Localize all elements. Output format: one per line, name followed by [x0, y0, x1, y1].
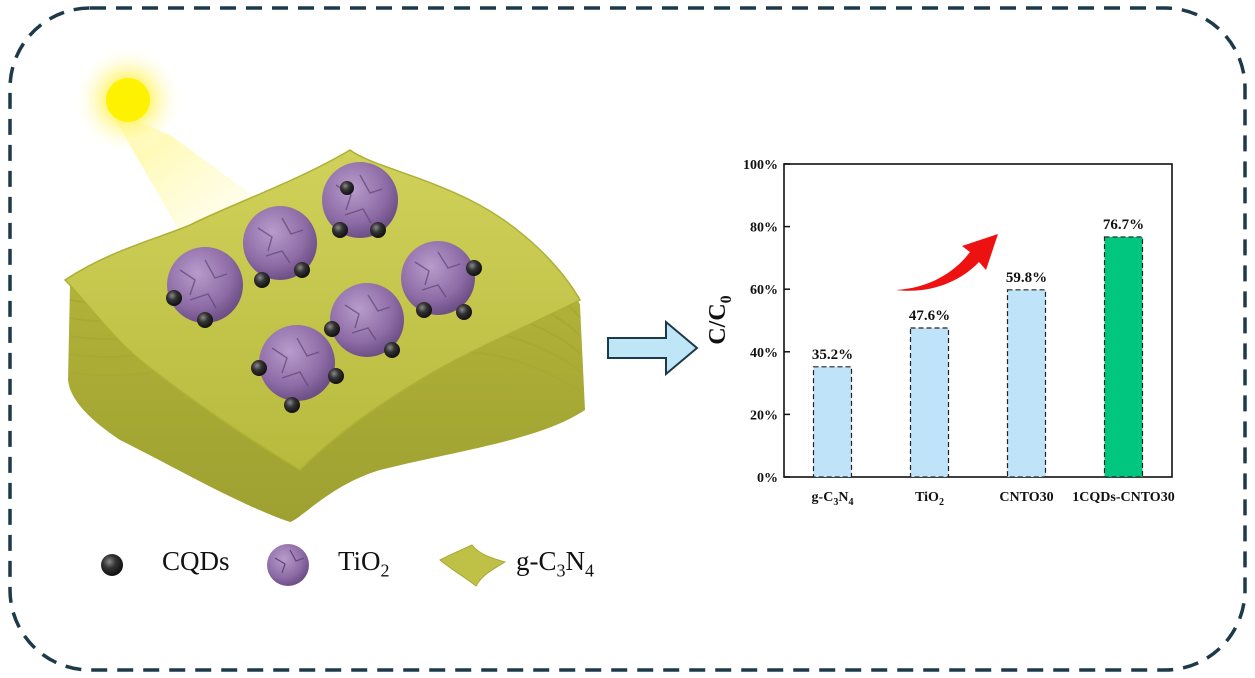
cqd-dot — [197, 312, 213, 328]
cqd-dot — [251, 360, 267, 376]
pointing-arrow-icon — [607, 319, 699, 377]
cqd-dot — [370, 222, 386, 238]
legend-cqd-icon — [101, 554, 123, 576]
plot-area — [783, 163, 1173, 478]
tio2-particle — [322, 162, 398, 238]
cqd-dot — [166, 290, 182, 306]
cqd-dot — [294, 262, 310, 278]
bar — [812, 366, 853, 478]
cqd-dot — [328, 368, 344, 384]
bar-value-label: 59.8% — [1006, 270, 1047, 286]
cqd-dot — [254, 272, 270, 288]
bar — [1006, 289, 1047, 478]
tio2-particle — [259, 325, 335, 401]
cqd-dot — [466, 260, 482, 276]
cqd-dot — [340, 181, 354, 195]
bars: 35.2% 47.6% 59.8% 76.7% — [812, 217, 1144, 478]
tio2-particles — [167, 162, 475, 401]
bar — [1103, 236, 1144, 478]
x-labels: g-C3N4 TiO2 CNTO30 1CQDs-CNTO30 — [812, 490, 1175, 508]
bar — [909, 327, 950, 478]
cqd-dots — [166, 181, 482, 413]
legend-tio2-icon — [267, 544, 309, 586]
cqd-dot — [384, 342, 400, 358]
y-tick-label: 0% — [757, 471, 778, 486]
cqd-dot — [324, 321, 340, 337]
tio2-particle — [401, 241, 475, 315]
y-axis-label: C/C0 — [705, 295, 735, 344]
y-tick-label: 20% — [750, 408, 778, 423]
plot-border — [783, 163, 1173, 478]
x-tick-label: g-C3N4 — [812, 490, 854, 508]
x-tick-label: TiO2 — [915, 490, 944, 508]
legend-gcn-icon — [439, 544, 507, 587]
x-tick-label: 1CQDs-CNTO30 — [1072, 490, 1174, 505]
x-tick-label: CNTO30 — [999, 490, 1053, 505]
y-ticks: 0% 20% 40% 60% 80% 100% — [743, 158, 790, 486]
bar-value-label: 35.2% — [812, 347, 853, 363]
y-tick-label: 40% — [750, 346, 778, 361]
y-tick-label: 80% — [750, 221, 778, 236]
cqd-dot — [456, 304, 472, 320]
tio2-particle — [167, 247, 243, 323]
bar-value-label: 76.7% — [1103, 217, 1144, 233]
y-tick-label: 60% — [750, 283, 778, 298]
trend-arrow-icon — [896, 234, 998, 291]
tio2-particle — [243, 206, 317, 280]
bar-value-label: 47.6% — [909, 308, 950, 324]
tio2-particle — [330, 283, 404, 357]
cqd-dot — [332, 222, 348, 238]
y-tick-label: 100% — [743, 158, 778, 173]
cqd-dot — [416, 302, 432, 318]
cqd-dot — [284, 397, 300, 413]
